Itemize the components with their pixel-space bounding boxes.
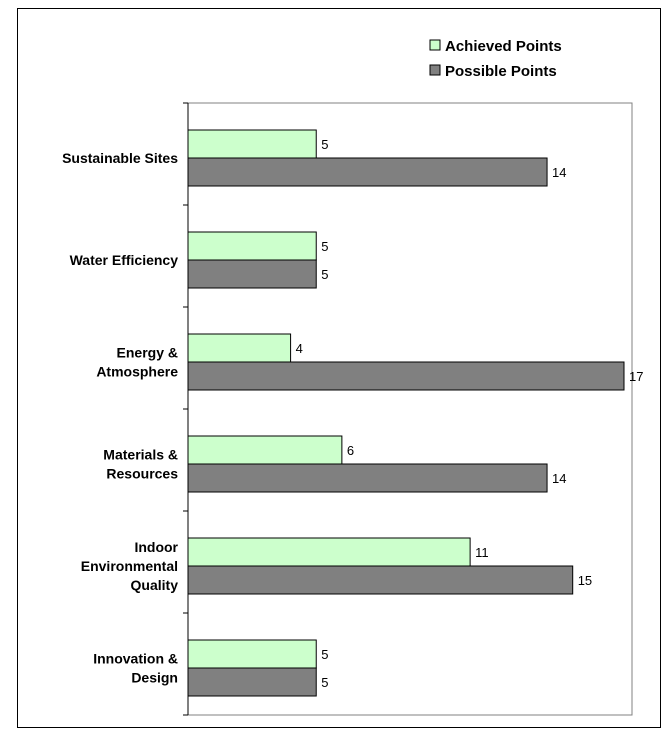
- legend-swatch-possible-points: [429, 64, 441, 76]
- category-label-line: Resources: [106, 466, 178, 482]
- bar-possible-points-water-efficiency: [187, 259, 317, 289]
- category-label-line: Design: [131, 670, 178, 686]
- data-label-achieved-points-sustainable-sites: 5: [321, 137, 328, 152]
- category-label-line: Atmosphere: [96, 364, 178, 380]
- category-label-energy-atmosphere: Energy & Atmosphere: [96, 345, 178, 380]
- bar-achieved-points-innovation-design: [187, 639, 317, 669]
- data-label-achieved-points-energy-atmosphere: 4: [296, 341, 303, 356]
- category-label-indoor-environmental-quality: Indoor Environmental Quality: [81, 539, 179, 593]
- category-label-line: Innovation &: [93, 651, 178, 667]
- data-label-achieved-points-innovation-design: 5: [321, 647, 328, 662]
- data-label-possible-points-water-efficiency: 5: [321, 267, 328, 282]
- category-label-innovation-design: Innovation & Design: [93, 651, 178, 686]
- bar-achieved-points-materials-resources: [187, 435, 343, 465]
- data-label-possible-points-indoor-environmental-quality: 15: [578, 573, 592, 588]
- bar-possible-points-sustainable-sites: [187, 157, 548, 187]
- data-label-achieved-points-water-efficiency: 5: [321, 239, 328, 254]
- category-label-materials-resources: Materials & Resources: [103, 447, 178, 482]
- category-label-sustainable-sites: Sustainable Sites: [62, 150, 178, 166]
- data-label-achieved-points-materials-resources: 6: [347, 443, 354, 458]
- bar-possible-points-energy-atmosphere: [187, 361, 625, 391]
- data-label-possible-points-sustainable-sites: 14: [552, 165, 566, 180]
- category-label-line: Indoor: [134, 539, 178, 555]
- data-label-achieved-points-indoor-environmental-quality: 11: [475, 545, 489, 560]
- plot-area: [187, 102, 633, 716]
- category-label-water-efficiency: Water Efficiency: [70, 252, 179, 268]
- category-label-line: Materials &: [103, 447, 178, 463]
- data-label-possible-points-materials-resources: 14: [552, 471, 566, 486]
- category-label-line: Water Efficiency: [70, 252, 179, 268]
- legend-label-possible-points: Possible Points: [445, 63, 557, 80]
- chart-frame: [17, 8, 661, 728]
- legend-label-achieved-points: Achieved Points: [445, 38, 562, 55]
- category-label-line: Quality: [131, 577, 179, 593]
- category-label-line: Energy &: [117, 345, 178, 361]
- category-label-line: Environmental: [81, 558, 178, 574]
- bar-achieved-points-sustainable-sites: [187, 129, 317, 159]
- bar-possible-points-indoor-environmental-quality: [187, 565, 574, 595]
- bar-achieved-points-indoor-environmental-quality: [187, 537, 471, 567]
- data-label-possible-points-energy-atmosphere: 17: [629, 369, 643, 384]
- legend-swatch-achieved-points: [429, 39, 441, 51]
- bar-achieved-points-water-efficiency: [187, 231, 317, 261]
- bar-possible-points-materials-resources: [187, 463, 548, 493]
- category-label-line: Sustainable Sites: [62, 150, 178, 166]
- bar-achieved-points-energy-atmosphere: [187, 333, 292, 363]
- bar-possible-points-innovation-design: [187, 667, 317, 697]
- data-label-possible-points-innovation-design: 5: [321, 675, 328, 690]
